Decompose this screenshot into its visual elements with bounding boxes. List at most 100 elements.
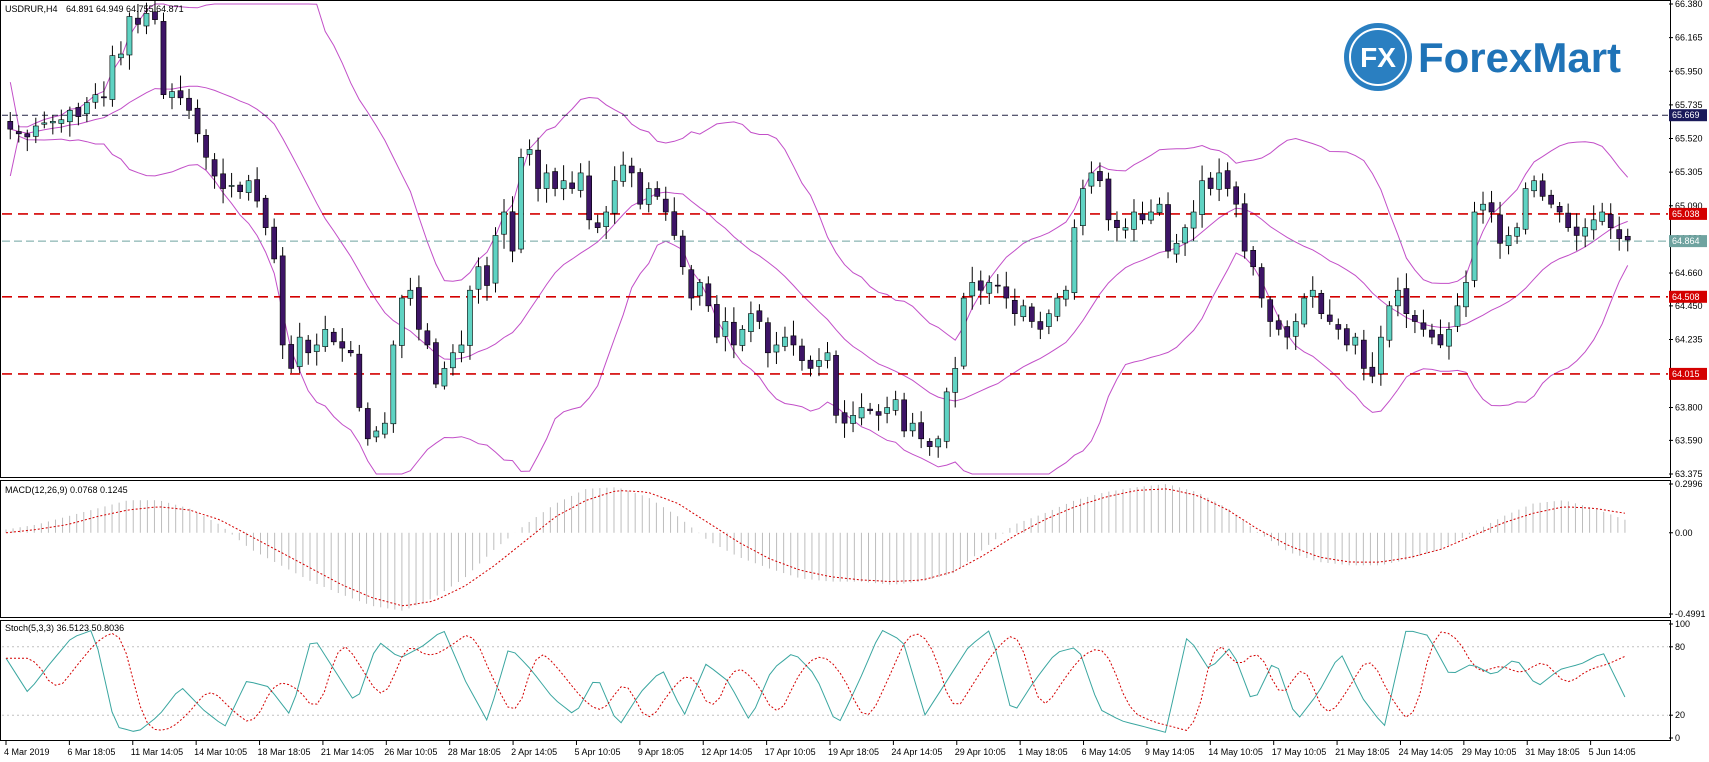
candle-body xyxy=(1539,180,1546,197)
stochastic-series xyxy=(2,629,1668,733)
candle-body xyxy=(1582,227,1589,237)
candle-body xyxy=(254,179,260,202)
candle-body xyxy=(1505,235,1512,247)
candle-body xyxy=(594,222,601,228)
candle-body xyxy=(526,149,533,155)
candle-body xyxy=(535,149,541,189)
macd-tick-label: -0.4991 xyxy=(1675,609,1706,619)
macd-pane xyxy=(0,480,1671,618)
candle-body xyxy=(1037,321,1044,330)
candle-body xyxy=(679,235,686,268)
candle-body xyxy=(1122,227,1129,231)
candle-body xyxy=(467,289,473,346)
candle-body xyxy=(867,408,873,411)
stochastic-signal-line xyxy=(6,631,1626,731)
candle-body xyxy=(1403,288,1410,314)
candle-body xyxy=(799,345,805,361)
axis-labels: 66.380 66.165 65.950 65.735 65.520 65.305 65.0… xyxy=(4,0,1707,757)
price-series xyxy=(2,0,1668,475)
candle-body xyxy=(901,399,907,432)
candle-body xyxy=(1165,204,1171,252)
candle-body xyxy=(518,156,524,250)
candle-body xyxy=(603,211,610,227)
time-tick-label: 2 Apr 14:05 xyxy=(511,747,557,757)
candle-body xyxy=(586,175,593,221)
candle-body xyxy=(960,297,967,367)
candle-body xyxy=(637,172,644,205)
candle-body xyxy=(1003,286,1010,299)
candle-body xyxy=(1454,305,1461,327)
candle-body xyxy=(416,287,422,330)
candle-body xyxy=(66,110,73,123)
candle-body xyxy=(1054,297,1061,317)
candle-body xyxy=(1565,212,1572,228)
candle-body xyxy=(322,329,329,347)
candle-body xyxy=(696,282,703,297)
time-tick-label: 17 Apr 10:05 xyxy=(765,747,816,757)
candle-body xyxy=(1429,329,1435,338)
candle-body xyxy=(194,107,201,135)
candle-body xyxy=(1131,211,1137,230)
candle-body xyxy=(765,322,771,354)
time-tick-label: 4 Mar 2019 xyxy=(4,747,50,757)
candle-body xyxy=(1148,211,1154,221)
macd-signal-line xyxy=(5,488,1625,607)
candle-body xyxy=(1258,267,1265,299)
candle-body xyxy=(1437,334,1444,346)
candle-body xyxy=(390,344,397,425)
time-tick-label: 18 Mar 18:05 xyxy=(258,747,311,757)
candle-body xyxy=(177,90,184,99)
candle-body xyxy=(977,280,984,291)
candle-body xyxy=(1114,219,1120,228)
candle-body xyxy=(816,360,822,367)
stochastic-main-line xyxy=(5,629,1626,733)
time-tick-label: 14 Mar 10:05 xyxy=(194,747,247,757)
candle-body xyxy=(1045,313,1052,327)
candle-body xyxy=(611,180,618,214)
candle-body xyxy=(1309,289,1316,297)
candle-body xyxy=(790,335,797,346)
candle-body xyxy=(1020,305,1027,318)
level-price-label: 65.038 xyxy=(1672,209,1700,219)
candle-body xyxy=(135,17,141,25)
candle-body xyxy=(1531,180,1537,192)
price-tick-label: 66.165 xyxy=(1675,33,1703,43)
candle-body xyxy=(1599,211,1606,222)
symbol-label: USDRUR,H4 xyxy=(5,4,58,14)
candle-body xyxy=(364,408,371,440)
candle-body xyxy=(347,350,354,354)
time-tick-label: 11 Mar 14:05 xyxy=(131,747,183,757)
time-tick-label: 9 May 14:05 xyxy=(1145,747,1195,757)
level-price-label: 64.015 xyxy=(1672,369,1700,379)
candle-body xyxy=(1284,326,1291,338)
level-price-label: 65.669 xyxy=(1672,110,1700,120)
forexmart-logo: FX ForexMart xyxy=(1344,23,1621,91)
candle-body xyxy=(399,297,405,346)
candle-body xyxy=(671,211,678,236)
level-price-box xyxy=(1669,109,1707,122)
candle-body xyxy=(620,164,627,182)
candle-body xyxy=(381,422,388,435)
level-price-box xyxy=(1669,367,1707,380)
candle-body xyxy=(1488,202,1495,213)
candle-body xyxy=(288,344,295,369)
candle-body xyxy=(1080,188,1086,226)
candle-body xyxy=(305,339,312,354)
candle-body xyxy=(1573,226,1580,236)
candle-body xyxy=(1182,227,1188,244)
candle-body xyxy=(1190,211,1197,229)
level-price-box xyxy=(1669,207,1707,220)
candle-body xyxy=(628,165,635,174)
candle-body xyxy=(807,359,814,369)
candle-body xyxy=(952,368,959,393)
candle-body xyxy=(356,353,363,408)
candle-body xyxy=(1514,227,1520,237)
candle-body xyxy=(688,269,695,299)
candle-body xyxy=(731,321,737,346)
candle-body xyxy=(986,282,993,294)
level-price-box xyxy=(1669,290,1707,303)
candle-body xyxy=(1352,336,1359,346)
price-tick-label: 64.235 xyxy=(1675,334,1703,344)
candle-body xyxy=(1011,299,1018,314)
candle-body xyxy=(552,171,558,189)
